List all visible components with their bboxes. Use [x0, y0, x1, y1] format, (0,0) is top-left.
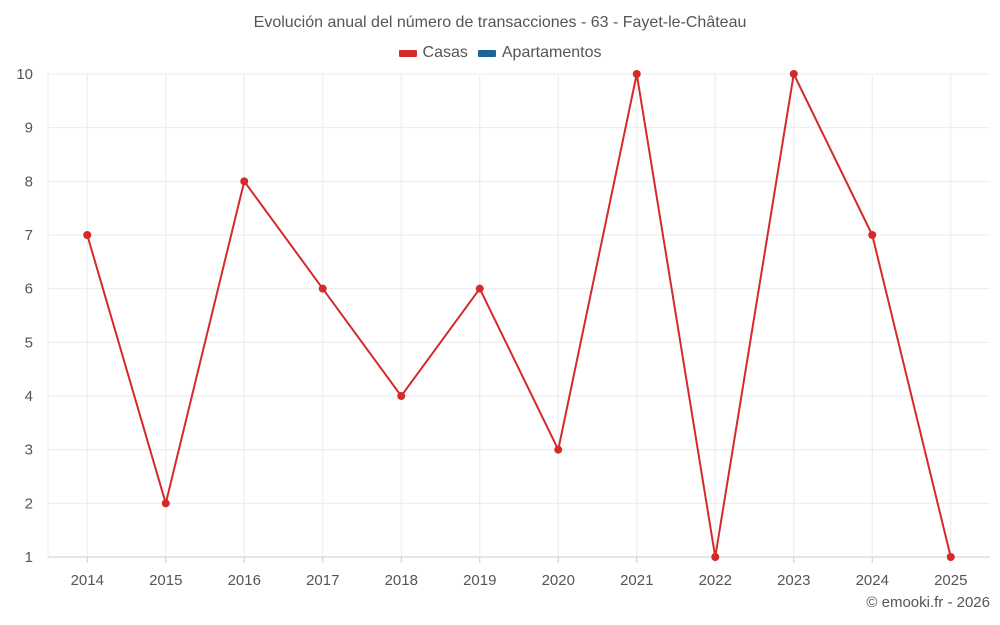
data-point-casas-2014 [83, 231, 92, 239]
data-point-casas-2020 [554, 445, 563, 454]
y-tick-label: 7 [25, 227, 33, 244]
x-tick-label: 2017 [306, 572, 339, 589]
y-tick-label: 1 [25, 549, 33, 566]
legend-label-apartamentos: Apartamentos [501, 44, 602, 61]
credit: © emooki.fr - 2026 [866, 594, 990, 611]
y-tick-label: 8 [25, 173, 33, 190]
x-tick-label: 2015 [149, 572, 182, 589]
y-tick-label: 9 [25, 120, 33, 137]
x-tick-label: 2021 [620, 572, 653, 589]
y-tick-label: 3 [25, 442, 33, 459]
x-tick-label: 2019 [463, 572, 496, 589]
data-point-casas-2018 [397, 392, 406, 400]
data-point-casas-2015 [161, 499, 170, 508]
legend-item-apartamentos[interactable]: Apartamentos [477, 44, 602, 62]
legend-label-casas: Casas [422, 44, 468, 61]
chart-title: Evolución anual del número de transaccio… [253, 14, 747, 31]
x-tick-label: 2020 [542, 572, 575, 589]
data-point-casas-2016 [240, 177, 249, 186]
x-tick-label: 2016 [228, 572, 261, 589]
legend-swatch-apartamentos [477, 49, 496, 57]
legend: Casas Apartamentos [0, 44, 1000, 62]
data-point-casas-2019 [475, 284, 484, 293]
data-point-casas-2023 [789, 70, 798, 78]
data-point-casas-2024 [868, 231, 877, 239]
legend-swatch-casas [398, 49, 417, 57]
data-point-casas-2022 [711, 553, 720, 561]
x-tick-label: 2024 [856, 572, 889, 589]
data-point-casas-2017 [318, 284, 327, 293]
x-tick-label: 2023 [777, 572, 810, 589]
x-tick-label: 2018 [385, 572, 418, 589]
x-tick-label: 2025 [934, 572, 967, 589]
y-tick-label: 10 [16, 66, 33, 83]
data-point-casas-2025 [946, 553, 955, 561]
data-point-casas-2021 [632, 70, 641, 78]
legend-item-casas[interactable]: Casas [398, 44, 468, 62]
y-tick-label: 5 [25, 334, 33, 351]
series-line-casas [86, 73, 952, 558]
y-tick-label: 6 [25, 281, 33, 298]
x-tick-label: 2022 [699, 572, 732, 589]
y-tick-label: 2 [25, 495, 33, 512]
y-tick-label: 4 [25, 388, 33, 405]
x-tick-label: 2014 [71, 572, 104, 589]
